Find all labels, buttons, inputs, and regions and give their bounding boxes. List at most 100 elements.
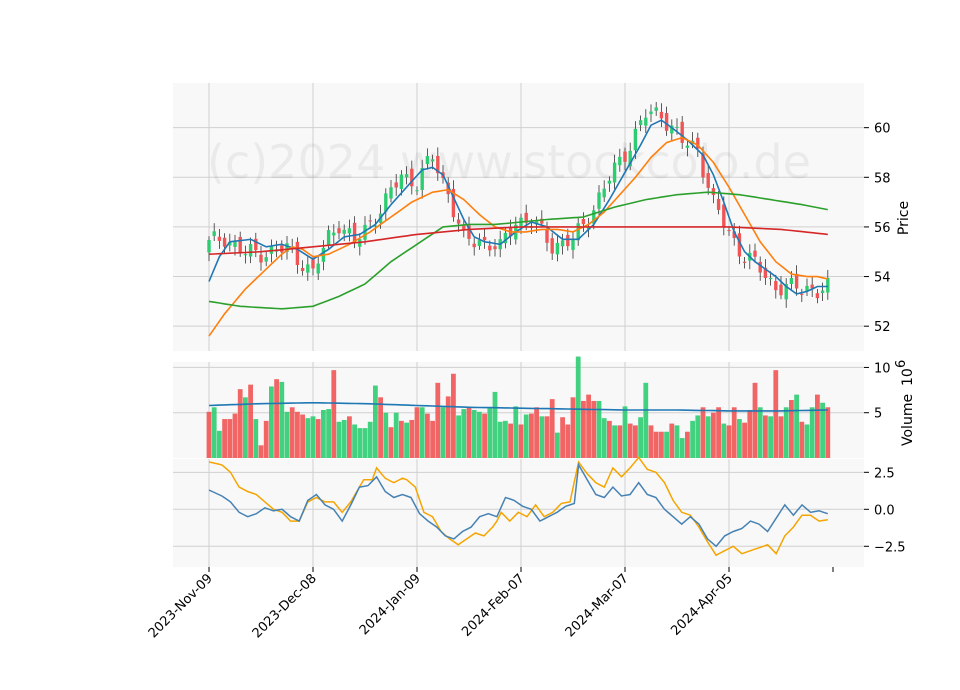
volume-bar <box>648 425 654 458</box>
candle-body <box>727 230 731 232</box>
x-tick-label: 2024-Jan-09 <box>357 571 424 638</box>
volume-bar <box>695 415 701 458</box>
volume-bar <box>570 397 576 458</box>
candle-body <box>800 293 804 295</box>
candle-body <box>602 188 606 198</box>
ma10-line <box>208 136 828 337</box>
price-background <box>173 83 864 351</box>
candle-body <box>368 220 372 222</box>
volume-axis-exponent: 10 <box>900 368 916 386</box>
volume-ma-line <box>208 402 828 412</box>
volume-bar <box>211 407 217 458</box>
candle-body <box>306 264 310 273</box>
volume-bar <box>617 425 623 458</box>
volume-bar <box>503 420 508 458</box>
candle-body <box>394 182 398 188</box>
volume-bar <box>726 425 732 458</box>
candle-body <box>711 188 716 195</box>
candle-body <box>706 173 710 188</box>
ma50-line <box>208 191 828 310</box>
volume-bar <box>404 422 409 458</box>
price-ytick-label: 60 <box>874 122 891 137</box>
volume-bar <box>321 410 326 458</box>
candle-body <box>373 225 378 227</box>
volume-bar <box>206 411 212 458</box>
volume-bar <box>685 431 690 458</box>
candle-body <box>482 236 487 241</box>
volume-bar <box>352 424 357 458</box>
candle-body <box>389 187 393 199</box>
volume-bar <box>336 421 342 458</box>
volume-axis-label-group: Volume 106 <box>894 360 916 446</box>
candle-body <box>612 162 617 183</box>
candle-body <box>550 238 554 254</box>
candle-body <box>810 284 814 289</box>
candle-body <box>576 223 580 241</box>
candle-body <box>742 261 747 263</box>
volume-bar <box>243 397 248 458</box>
volume-bar <box>477 411 482 458</box>
candle-body <box>675 126 679 128</box>
volume-bar <box>799 421 805 458</box>
candle-body <box>264 257 268 262</box>
volume-bar <box>300 414 305 458</box>
candle-body <box>332 232 336 236</box>
candle-body <box>763 267 768 278</box>
volume-bar <box>825 407 831 458</box>
price-ytick-label: 52 <box>874 320 891 335</box>
volume-bar <box>451 373 456 458</box>
candle-body <box>794 273 799 289</box>
candle-body <box>805 285 809 291</box>
volume-bar <box>357 428 363 458</box>
x-tick-label: 2024-Apr-05 <box>668 571 735 638</box>
volume-bar <box>482 413 487 458</box>
candle-body <box>233 242 237 247</box>
candle-body <box>451 188 456 218</box>
candle-body <box>259 254 263 263</box>
volume-bar <box>794 394 799 458</box>
candle-body <box>243 254 248 256</box>
volume-bar <box>523 414 529 458</box>
candle-body <box>628 150 632 167</box>
price-ytick-label: 58 <box>874 171 891 186</box>
volume-bar <box>305 418 311 458</box>
x-tick-label: 2023-Dec-08 <box>250 571 320 641</box>
candle-body <box>633 128 638 151</box>
volume-bar <box>399 420 404 458</box>
volume-bar <box>737 419 742 458</box>
candle-body <box>311 259 315 269</box>
volume-bar <box>586 394 591 458</box>
ma5-line <box>208 119 828 295</box>
volume-bar <box>659 431 664 458</box>
volume-bar <box>716 407 721 458</box>
candle-body <box>248 244 253 257</box>
candle-body <box>337 228 341 234</box>
volume-bar <box>763 415 768 458</box>
volume-bar <box>742 422 747 458</box>
volume-bar <box>653 431 659 458</box>
candle-body <box>737 233 742 257</box>
candle-body <box>540 218 544 224</box>
volume-bar <box>700 407 706 458</box>
volume-bar <box>669 423 675 458</box>
volume-bar <box>612 425 617 458</box>
candle-body <box>352 222 357 244</box>
candle-body <box>732 231 736 238</box>
volume-bar <box>425 413 430 458</box>
volume-bar <box>565 424 571 458</box>
candle-body <box>701 154 705 178</box>
candle-body <box>217 236 222 241</box>
volume-bar <box>331 370 337 458</box>
indicator-panel: −2.5 0.0 2.5 <box>173 456 906 567</box>
volume-bar <box>705 416 711 458</box>
candle-body <box>779 284 783 296</box>
candle-body <box>363 224 367 240</box>
volume-bar <box>804 424 810 458</box>
volume-bar <box>497 421 503 458</box>
volume-bar <box>227 419 233 458</box>
volume-bar <box>388 427 394 458</box>
volume-bar <box>757 407 763 458</box>
candle-body <box>524 212 528 223</box>
volume-bar <box>409 419 415 458</box>
candle-body <box>280 245 284 253</box>
